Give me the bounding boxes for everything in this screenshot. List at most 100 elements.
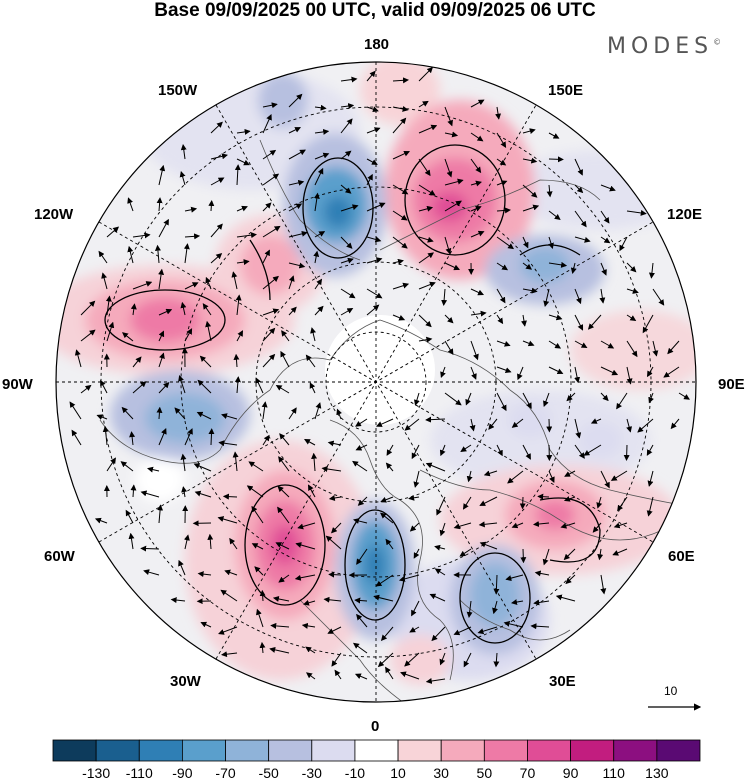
wind-arrow	[125, 509, 134, 524]
wind-arrow	[463, 652, 472, 668]
wind-arrow	[373, 594, 394, 602]
wind-arrow	[262, 113, 272, 134]
wind-arrow	[444, 178, 464, 186]
wind-arrow	[488, 418, 498, 430]
wind-arrow	[314, 167, 324, 186]
wind-arrow	[354, 673, 368, 680]
wind-arrow	[288, 262, 306, 269]
wind-arrow	[646, 366, 654, 378]
wind-arrow	[308, 484, 316, 498]
map-boundary	[55, 61, 697, 703]
wind-arrow	[366, 202, 386, 212]
wind-arrow	[220, 589, 238, 602]
wind-arrow	[205, 320, 212, 342]
wind-arrow	[404, 418, 420, 431]
wind-arrow	[542, 548, 550, 566]
wind-arrow	[380, 512, 394, 524]
colorbar-tick-label: -10	[344, 765, 366, 781]
wind-arrow	[522, 184, 538, 198]
wind-arrow	[234, 164, 241, 186]
lon-label-30w: 30W	[170, 673, 201, 690]
wind-arrow	[80, 329, 96, 342]
wind-arrow	[574, 444, 585, 459]
wind-arrow	[642, 314, 654, 334]
polar-cap	[325, 315, 435, 425]
wind-arrow	[587, 314, 602, 330]
wind-arrow	[105, 295, 112, 316]
wind-arrow	[310, 327, 316, 342]
wind-arrow	[224, 569, 238, 576]
wind-arrow	[392, 282, 410, 290]
wind-arrow	[127, 245, 134, 264]
wind-arrow	[340, 204, 359, 212]
wind-arrow	[262, 173, 280, 186]
wind-arrow	[328, 495, 342, 501]
wind-arrow	[314, 402, 322, 420]
wind-arrow	[574, 236, 591, 243]
wind-arrow	[466, 600, 473, 618]
wind-arrow	[392, 236, 408, 249]
wind-arrow	[496, 392, 507, 412]
wind-arrow	[340, 76, 358, 83]
wind-vectors	[69, 66, 690, 684]
wind-arrow	[132, 356, 142, 368]
wind-arrow	[321, 466, 342, 472]
wind-arrow	[128, 532, 135, 550]
wind-arrow	[534, 570, 550, 577]
wind-arrow	[158, 381, 170, 394]
wind-arrow	[279, 433, 290, 446]
wind-arrow	[496, 314, 504, 325]
wind-arrow	[533, 599, 550, 606]
wind-arrow	[596, 496, 603, 509]
wind-arrow	[184, 233, 201, 240]
wind-arrow	[385, 462, 394, 472]
wind-arrow	[305, 354, 316, 368]
wind-arrow	[340, 257, 354, 264]
wind-arrow	[599, 288, 606, 304]
colorbar-swatch	[570, 739, 615, 762]
wind-arrow	[413, 548, 420, 559]
wind-arrow	[496, 236, 515, 250]
wind-arrow	[411, 600, 420, 617]
wind-arrow	[548, 236, 554, 250]
map-title: Base 09/09/2025 00 UTC, valid 09/09/2025…	[154, 0, 596, 21]
wind-arrow	[496, 288, 506, 304]
wind-arrow	[334, 669, 342, 680]
wind-arrow	[323, 596, 342, 603]
wind-arrow	[600, 470, 610, 489]
wind-arrow	[277, 506, 290, 524]
wind-arrow	[158, 427, 167, 446]
wind-arrow	[548, 366, 564, 375]
wind-arrow	[314, 278, 323, 290]
colorbar-swatch	[311, 739, 356, 762]
colorbar-tick-label: -70	[215, 765, 236, 781]
wind-arrow	[439, 444, 446, 457]
wind-arrow	[574, 210, 587, 228]
wind-arrow	[648, 262, 655, 279]
streamlines	[104, 144, 601, 644]
wind-arrow	[357, 496, 368, 506]
wind-arrow	[340, 288, 356, 299]
wind-arrow	[574, 314, 584, 331]
wind-arrow	[444, 236, 452, 255]
wind-arrow	[236, 128, 251, 135]
wind-arrow	[231, 271, 238, 290]
wind-arrow	[254, 566, 264, 576]
wind-arrow	[623, 444, 630, 461]
wind-arrow	[483, 470, 498, 477]
colorbar-tick-label: 70	[519, 765, 536, 781]
wind-arrow	[626, 418, 633, 433]
wind-arrow	[94, 517, 108, 524]
wind-arrow	[619, 236, 628, 252]
colorbar-tick-label: 30	[433, 765, 449, 781]
wind-arrow	[229, 537, 238, 550]
wind-arrow	[440, 366, 446, 378]
wind-arrow	[352, 642, 368, 654]
wind-arrow	[275, 384, 290, 394]
wind-arrow	[453, 626, 472, 636]
wind-arrow	[493, 652, 500, 668]
wind-arrow	[259, 641, 266, 654]
wind-arrow	[548, 261, 568, 268]
colorbar-swatch	[397, 739, 442, 762]
lon-label-90w: 90W	[2, 376, 33, 393]
